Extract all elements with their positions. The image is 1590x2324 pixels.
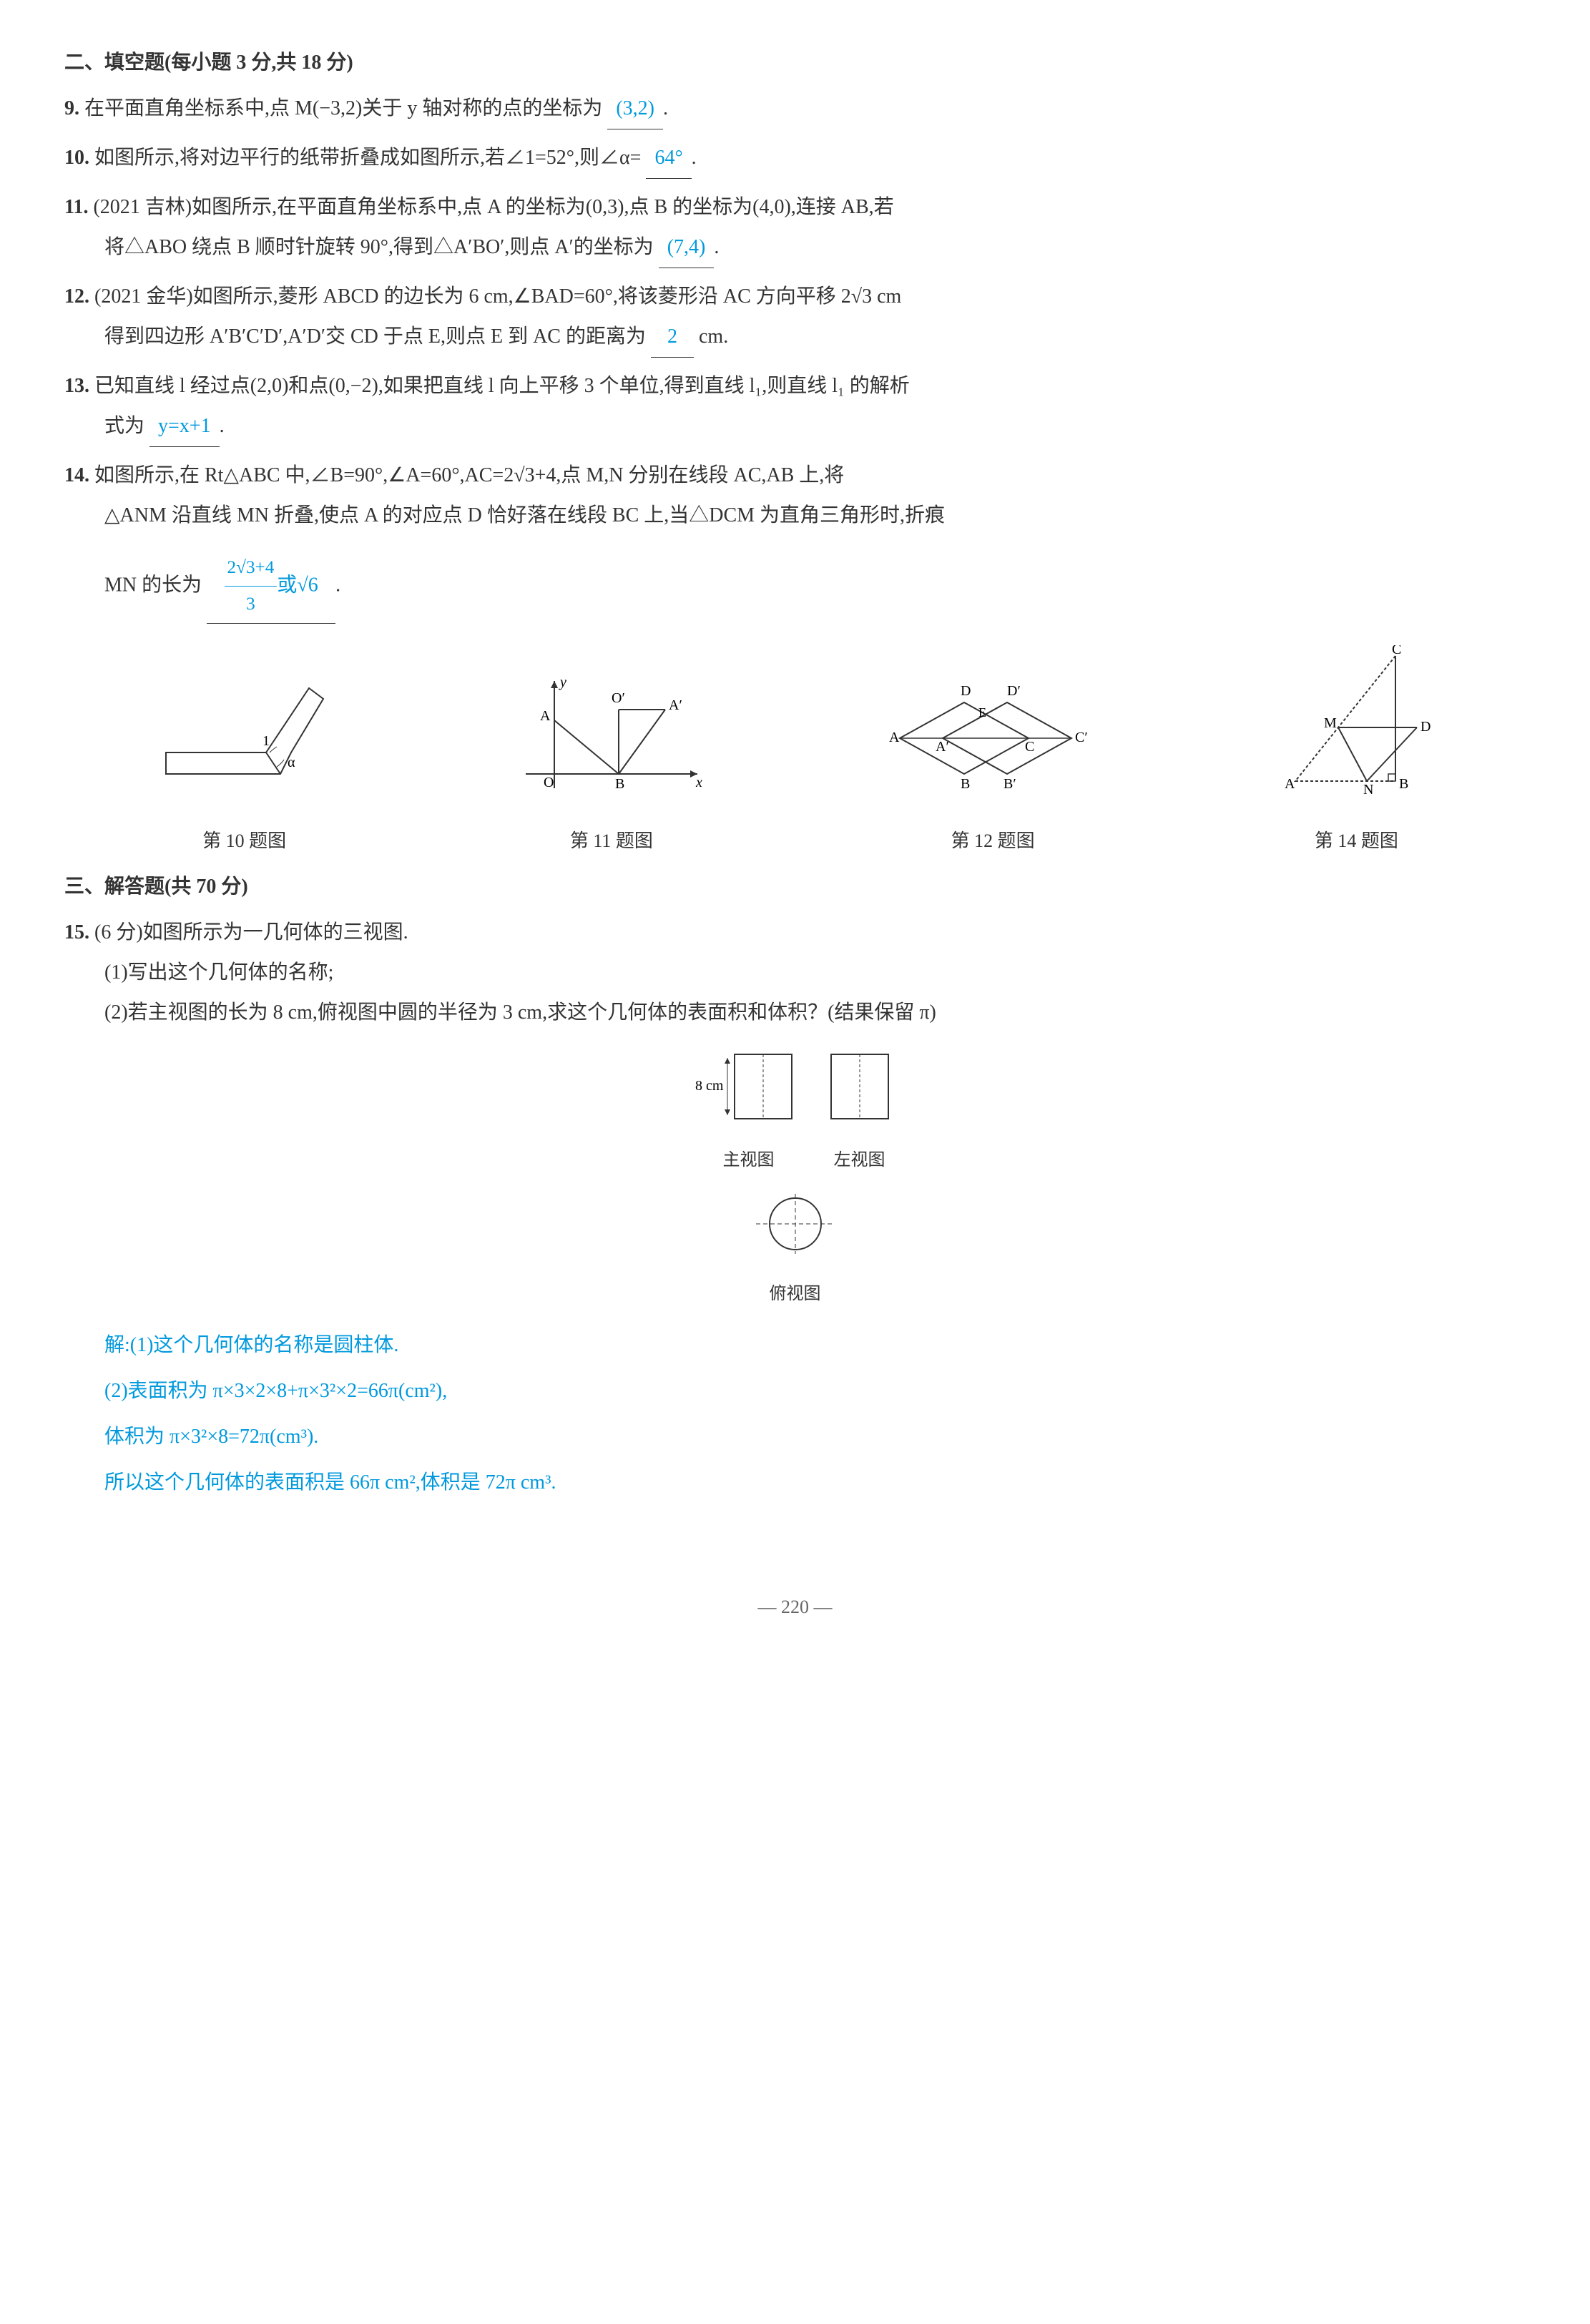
sol-line3: 体积为 π×3²×8=72π(cm³). (104, 1417, 1526, 1457)
fig10-svg: 1 α (152, 674, 338, 803)
svg-text:B: B (1399, 776, 1408, 792)
q13-line2-after: . (220, 415, 225, 437)
question-9: 9. 在平面直角坐标系中,点 M(−3,2)关于 y 轴对称的点的坐标为 (3,… (64, 89, 1526, 129)
q10-text-before: 如图所示,将对边平行的纸带折叠成如图所示,若∠1=52°,则∠α= (89, 147, 646, 169)
three-views: 8 cm 主视图 左视图 俯视图 (64, 1047, 1526, 1311)
question-13: 13. 已知直线 l 经过点(2,0)和点(0,−2),如果把直线 l 向上平移… (64, 366, 1526, 447)
svg-text:C: C (1392, 645, 1401, 657)
svg-text:A′: A′ (669, 697, 682, 713)
fig11-svg: A O B x y O′ A′ (511, 674, 712, 803)
q14-line3-before: MN 的长为 (104, 574, 207, 596)
q13-answer: y=x+1 (149, 406, 220, 447)
q15-part2: (2)若主视图的长为 8 cm,俯视图中圆的半径为 3 cm,求这个几何体的表面… (64, 993, 1526, 1033)
page-number: — 220 — (64, 1589, 1526, 1626)
sol-line4: 所以这个几何体的表面积是 66π cm²,体积是 72π cm³. (104, 1463, 1526, 1503)
question-14: 14. 如图所示,在 Rt△ABC 中,∠B=90°,∠A=60°,AC=2√3… (64, 456, 1526, 624)
top-view: 俯视图 (749, 1188, 842, 1311)
q14-frac-den: 3 (225, 587, 278, 622)
svg-text:α: α (288, 755, 295, 770)
sol-line2: (2)表面积为 π×3×2×8+π×3²×2=66π(cm²), (104, 1371, 1526, 1411)
q9-text-after: . (663, 97, 668, 119)
q12-line2-after: cm. (694, 325, 728, 348)
question-12: 12. (2021 金华)如图所示,菱形 ABCD 的边长为 6 cm,∠BAD… (64, 277, 1526, 358)
q15-num: 15. (64, 921, 89, 943)
fig12-caption: 第 12 题图 (885, 823, 1100, 860)
svg-text:D: D (961, 683, 971, 699)
q12-line1: (2021 金华)如图所示,菱形 ABCD 的边长为 6 cm,∠BAD=60°… (89, 285, 901, 308)
fig14-svg: A B C D M N (1274, 645, 1438, 803)
svg-text:O: O (544, 775, 554, 790)
q11-line2-before: 将△ABO 绕点 B 顺时针旋转 90°,得到△A′BO′,则点 A′的坐标为 (104, 236, 659, 258)
q13-line2-before: 式为 (104, 415, 149, 437)
svg-text:B: B (961, 776, 970, 792)
fig11-caption: 第 11 题图 (511, 823, 712, 860)
svg-text:E: E (978, 705, 986, 720)
svg-text:8 cm: 8 cm (695, 1078, 724, 1094)
q12-answer: 2 (651, 317, 694, 358)
q11-line1: (2021 吉林)如图所示,在平面直角坐标系中,点 A 的坐标为(0,3),点 … (88, 196, 893, 218)
svg-text:1: 1 (262, 733, 270, 749)
svg-text:C: C (1025, 739, 1034, 755)
q9-num: 9. (64, 97, 79, 119)
svg-text:B′: B′ (1003, 776, 1016, 792)
q9-text-before: 在平面直角坐标系中,点 M(−3,2)关于 y 轴对称的点的坐标为 (79, 97, 607, 119)
section2-header: 二、填空题(每小题 3 分,共 18 分) (64, 43, 1526, 83)
svg-text:B: B (615, 776, 624, 792)
question-15: 15. (6 分)如图所示为一几何体的三视图. (1)写出这个几何体的名称; (… (64, 913, 1526, 1033)
q10-num: 10. (64, 147, 89, 169)
q14-line2: △ANM 沿直线 MN 折叠,使点 A 的对应点 D 恰好落在线段 BC 上,当… (104, 504, 945, 526)
section3-header: 三、解答题(共 70 分) (64, 867, 1526, 907)
svg-text:A: A (889, 730, 900, 745)
figure-14: A B C D M N 第 14 题图 (1274, 645, 1438, 860)
question-10: 10. 如图所示,将对边平行的纸带折叠成如图所示,若∠1=52°,则∠α= 64… (64, 138, 1526, 179)
svg-text:A: A (1285, 776, 1295, 792)
question-11: 11. (2021 吉林)如图所示,在平面直角坐标系中,点 A 的坐标为(0,3… (64, 187, 1526, 268)
q15-solution: 解:(1)这个几何体的名称是圆柱体. (2)表面积为 π×3×2×8+π×3²×… (64, 1325, 1526, 1503)
figure-12: A D D′ C C′ B B′ A′ E 第 12 题图 (885, 674, 1100, 860)
q14-answer: 2√3+43或√6 (207, 550, 335, 624)
q11-line2-after: . (714, 236, 719, 258)
fig10-caption: 第 10 题图 (152, 823, 338, 860)
q12-line2-before: 得到四边形 A′B′C′D′,A′D′交 CD 于点 E,则点 E 到 AC 的… (104, 325, 651, 348)
svg-text:D′: D′ (1007, 683, 1021, 699)
svg-text:O′: O′ (612, 690, 625, 706)
svg-text:D: D (1420, 719, 1430, 735)
svg-text:y: y (559, 675, 566, 690)
q14-frac-num: 2√3+4 (225, 550, 278, 587)
svg-text:M: M (1324, 715, 1337, 731)
svg-text:A: A (540, 708, 551, 724)
svg-text:N: N (1363, 782, 1373, 798)
q11-answer: (7,4) (659, 227, 715, 268)
figures-row: 1 α 第 10 题图 A O B x y O′ A′ 第 11 题图 (64, 645, 1526, 860)
q14-line1: 如图所示,在 Rt△ABC 中,∠B=90°,∠A=60°,AC=2√3+4,点… (89, 464, 844, 486)
fig12-svg: A D D′ C C′ B B′ A′ E (885, 674, 1100, 803)
q11-num: 11. (64, 196, 88, 218)
q13-line1: 已知直线 l 经过点(2,0)和点(0,−2),如果把直线 l 向上平移 3 个… (89, 375, 910, 397)
q13-num: 13. (64, 375, 89, 397)
q10-answer: 64° (646, 138, 691, 179)
top-view-label: 俯视图 (749, 1277, 842, 1311)
sol-line1: 解:(1)这个几何体的名称是圆柱体. (104, 1325, 1526, 1366)
q15-part1: (1)写出这个几何体的名称; (64, 953, 1526, 993)
svg-text:x: x (695, 775, 702, 790)
figure-11: A O B x y O′ A′ 第 11 题图 (511, 674, 712, 860)
figure-10: 1 α 第 10 题图 (152, 674, 338, 860)
main-view: 8 cm 主视图 (695, 1047, 803, 1177)
main-view-label: 主视图 (695, 1143, 803, 1177)
svg-text:A′: A′ (936, 739, 949, 755)
q14-num: 14. (64, 464, 89, 486)
left-view-label: 左视图 (824, 1143, 895, 1177)
q12-num: 12. (64, 285, 89, 308)
q14-line3-after: . (335, 574, 340, 596)
q10-text-after: . (692, 147, 697, 169)
left-view: 左视图 (824, 1047, 895, 1177)
svg-text:C′: C′ (1075, 730, 1088, 745)
q9-answer: (3,2) (607, 89, 663, 129)
q15-intro: (6 分)如图所示为一几何体的三视图. (89, 921, 408, 943)
q14-or: 或√6 (277, 574, 318, 596)
fig14-caption: 第 14 题图 (1274, 823, 1438, 860)
